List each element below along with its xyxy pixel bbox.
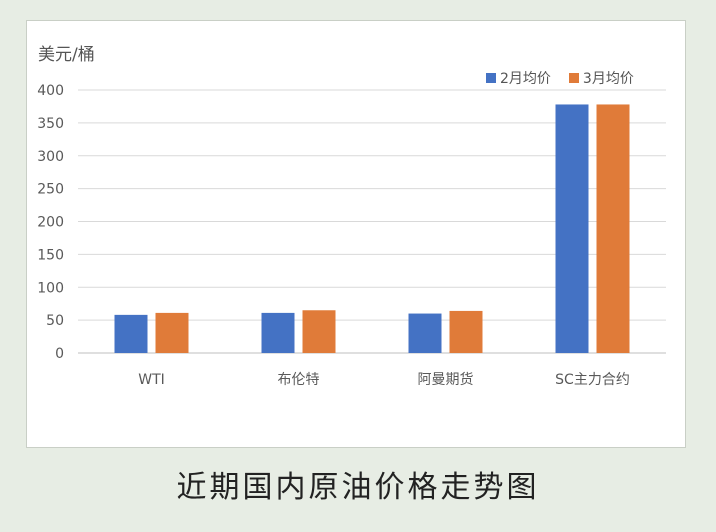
- y-tick-label: 150: [37, 247, 64, 263]
- legend-swatch-feb: [486, 73, 496, 83]
- y-tick-label: 200: [37, 215, 64, 231]
- legend-item-mar: 3月均价: [568, 68, 634, 88]
- y-tick-label: 50: [46, 313, 64, 329]
- bar-mar: [155, 312, 189, 353]
- y-axis-unit-label: 美元/桶: [38, 45, 95, 65]
- x-tick-label: SC主力合约: [555, 372, 630, 388]
- bar-mar: [302, 310, 336, 353]
- x-tick-label: 布伦特: [278, 372, 320, 388]
- bar-feb: [408, 313, 442, 353]
- y-tick-label: 250: [37, 182, 64, 198]
- figure-caption: 近期国内原油价格走势图: [176, 470, 540, 505]
- bar-feb: [555, 104, 589, 353]
- legend-label-mar: 3月均价: [582, 71, 634, 87]
- y-tick-label: 400: [37, 83, 64, 99]
- y-tick-label: 0: [55, 346, 64, 362]
- bar-mar: [449, 310, 483, 353]
- legend-item-feb: 2月均价: [486, 68, 551, 88]
- legend-swatch-mar: [568, 73, 579, 83]
- x-tick-label: 阿曼期货: [418, 371, 474, 388]
- bar-feb: [261, 312, 295, 353]
- legend-label-feb: 2月均价: [500, 71, 551, 87]
- y-tick-label: 300: [37, 149, 64, 165]
- y-tick-label: 350: [37, 116, 64, 132]
- x-tick-label: WTI: [138, 372, 165, 388]
- y-tick-label: 100: [37, 280, 64, 296]
- bar-mar: [596, 104, 630, 353]
- legend: 2月均价 3月均价: [486, 68, 634, 88]
- bar-feb: [114, 314, 148, 353]
